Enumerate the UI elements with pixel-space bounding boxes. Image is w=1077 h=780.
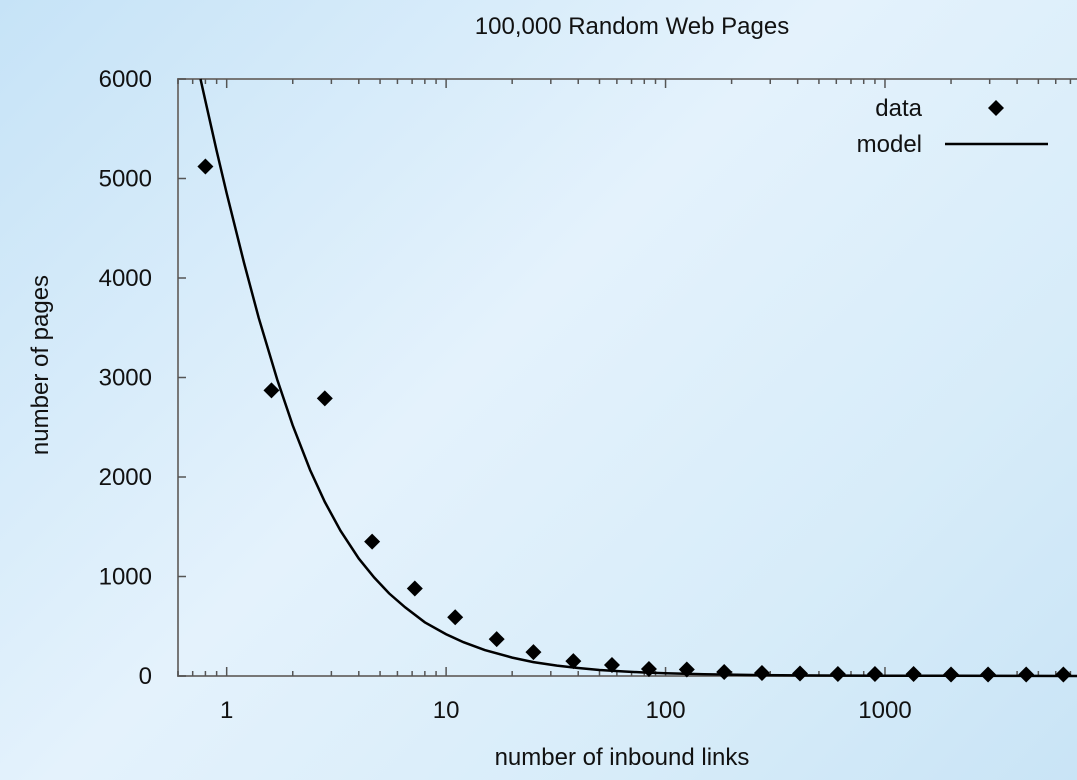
x-axis: 1 10 100 1000 xyxy=(177,79,1072,724)
y-tick-label: 4000 xyxy=(99,265,152,292)
data-point xyxy=(1018,666,1035,683)
plot-area xyxy=(177,78,1077,677)
x-tick-label: 100 xyxy=(646,697,686,724)
data-point xyxy=(525,644,542,661)
data-point xyxy=(753,665,770,682)
data-point xyxy=(980,666,997,683)
chart-title: 100,000 Random Web Pages xyxy=(475,13,789,40)
data-point xyxy=(905,666,922,683)
data-point xyxy=(565,653,582,670)
y-tick-label: 5000 xyxy=(99,166,152,193)
legend: data model xyxy=(857,95,1048,158)
y-axis-label: number of pages xyxy=(27,275,54,455)
x-tick-label: 10 xyxy=(433,697,460,724)
data-point xyxy=(197,158,214,175)
data-point xyxy=(263,382,280,399)
y-axis: 0 1000 2000 3000 4000 5000 6000 xyxy=(99,66,186,690)
y-tick-label: 1000 xyxy=(99,564,152,591)
legend-label-model: model xyxy=(857,131,922,158)
data-point xyxy=(678,661,695,678)
x-tick-label: 1 xyxy=(220,697,233,724)
legend-marker-data xyxy=(988,100,1004,116)
data-point xyxy=(447,609,464,626)
y-tick-label: 0 xyxy=(139,663,152,690)
data-point xyxy=(640,661,657,678)
x-axis-label: number of inbound links xyxy=(495,744,750,771)
data-point xyxy=(603,657,620,674)
data-point xyxy=(364,533,381,550)
data-point xyxy=(943,666,960,683)
data-point xyxy=(866,666,883,683)
data-point xyxy=(488,631,505,648)
series-layer xyxy=(197,78,1077,683)
data-point xyxy=(716,664,733,681)
data-point xyxy=(316,390,333,407)
legend-label-data: data xyxy=(875,95,922,122)
y-tick-label: 3000 xyxy=(99,365,152,392)
y-tick-label: 6000 xyxy=(99,66,152,93)
y-tick-label: 2000 xyxy=(99,464,152,491)
x-tick-label: 1000 xyxy=(858,697,911,724)
data-point xyxy=(1055,666,1072,683)
series-line-model xyxy=(199,78,1077,678)
data-point xyxy=(792,665,809,682)
plot-frame xyxy=(177,78,1077,677)
data-point xyxy=(829,666,846,683)
data-point xyxy=(406,580,423,597)
